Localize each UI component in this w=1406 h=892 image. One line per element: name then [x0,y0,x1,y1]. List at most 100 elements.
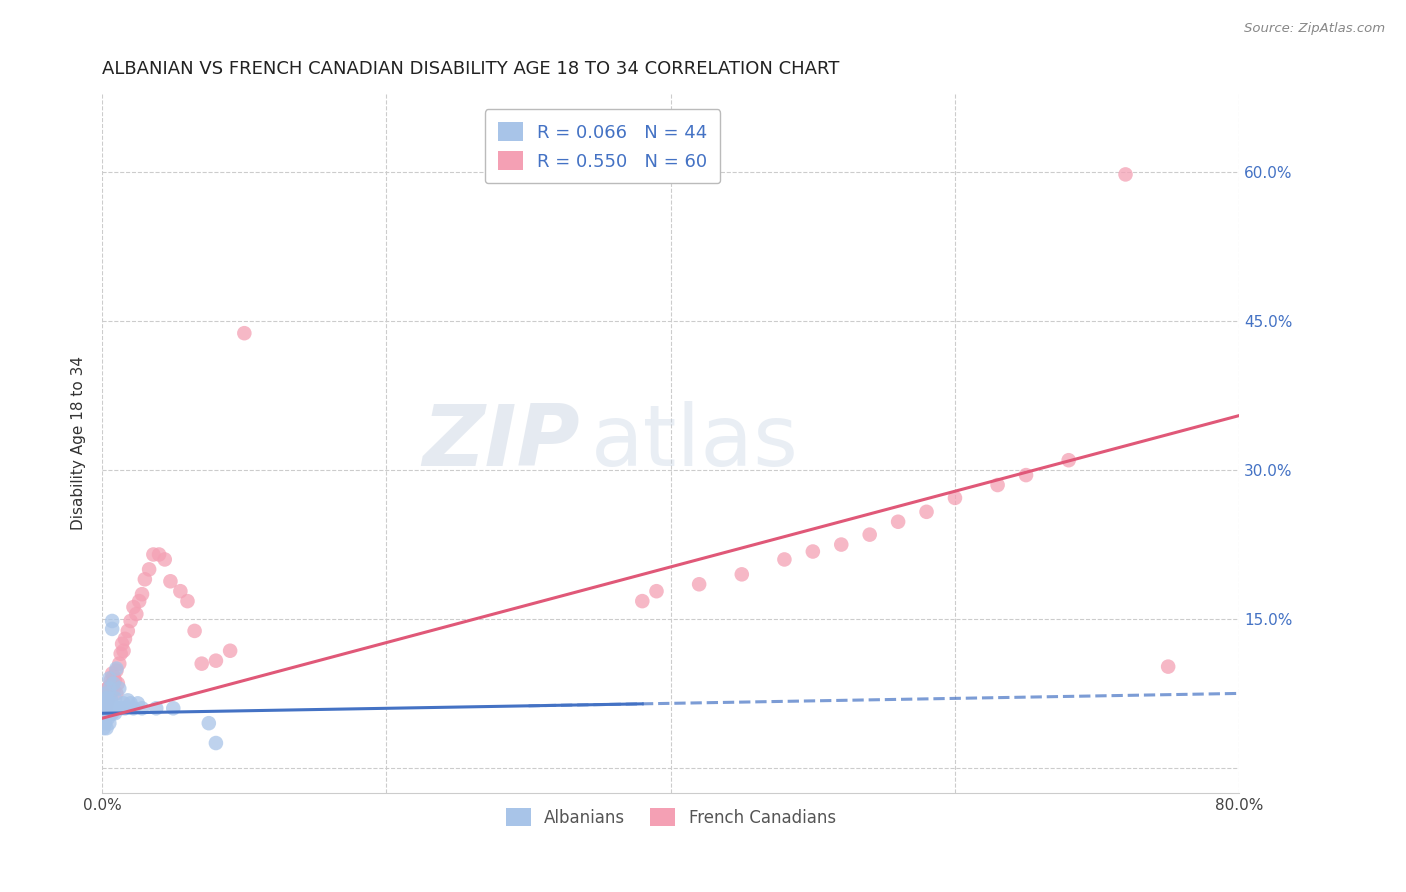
Point [104,691,127,706]
Point [1157,659,1180,673]
Point [134,572,156,586]
Point [688,577,710,591]
Point [103,683,125,698]
Point [801,544,824,558]
Point [131,587,153,601]
Point [98,680,121,694]
Point [101,706,124,721]
Point [122,600,145,615]
Point [98,681,121,696]
Point [1057,453,1080,467]
Point [97,691,120,706]
Point [108,657,131,671]
Legend: Albanians, French Canadians: Albanians, French Canadians [499,801,842,833]
Point [108,681,131,696]
Text: Source: ZipAtlas.com: Source: ZipAtlas.com [1244,22,1385,36]
Point [120,614,142,628]
Point [100,697,122,711]
Point [96,699,118,714]
Point [94,691,117,706]
Point [96,706,118,721]
Point [125,607,148,621]
Point [859,527,882,541]
Text: ALBANIAN VS FRENCH CANADIAN DISABILITY AGE 18 TO 34 CORRELATION CHART: ALBANIAN VS FRENCH CANADIAN DISABILITY A… [103,60,839,78]
Point [111,637,134,651]
Y-axis label: Disability Age 18 to 34: Disability Age 18 to 34 [72,356,86,530]
Point [110,647,132,661]
Point [169,584,191,599]
Point [110,701,132,715]
Point [101,622,124,636]
Point [114,701,136,715]
Point [645,584,668,599]
Point [94,703,117,717]
Point [183,624,205,638]
Point [101,676,124,690]
Point [103,701,125,715]
Point [97,711,120,725]
Point [122,701,145,715]
Point [148,548,170,562]
Point [97,681,120,696]
Point [94,706,117,721]
Point [101,614,124,628]
Point [94,697,117,711]
Point [117,624,139,638]
Point [96,697,118,711]
Point [915,505,938,519]
Point [153,552,176,566]
Point [98,690,121,704]
Point [104,706,127,721]
Point [96,686,118,700]
Point [100,691,122,706]
Point [198,716,221,731]
Point [98,716,121,731]
Point [105,701,128,715]
Point [943,491,966,505]
Point [128,594,150,608]
Point [93,697,115,711]
Point [107,701,129,715]
Point [1015,468,1038,483]
Text: ZIP: ZIP [422,401,579,484]
Point [830,537,852,551]
Point [93,701,115,715]
Point [100,683,122,698]
Point [103,669,125,683]
Point [145,701,167,715]
Point [107,676,129,690]
Point [159,574,181,589]
Point [120,697,142,711]
Point [142,548,165,562]
Text: atlas: atlas [591,401,799,484]
Point [1115,168,1137,182]
Point [114,632,136,646]
Point [98,701,121,715]
Point [94,716,117,731]
Point [100,706,122,721]
Point [131,701,153,715]
Point [112,697,135,711]
Point [94,691,117,706]
Point [105,662,128,676]
Point [773,552,796,566]
Point [105,664,128,678]
Point [138,562,160,576]
Point [117,693,139,707]
Point [97,701,120,715]
Point [96,686,118,700]
Point [100,673,122,688]
Point [219,644,242,658]
Point [93,711,115,725]
Point [93,706,115,721]
Point [887,515,910,529]
Point [103,676,125,690]
Point [176,594,198,608]
Point [127,697,149,711]
Point [162,701,184,715]
Point [104,673,127,688]
Point [190,657,212,671]
Point [631,594,654,608]
Point [98,672,121,686]
Point [205,654,228,668]
